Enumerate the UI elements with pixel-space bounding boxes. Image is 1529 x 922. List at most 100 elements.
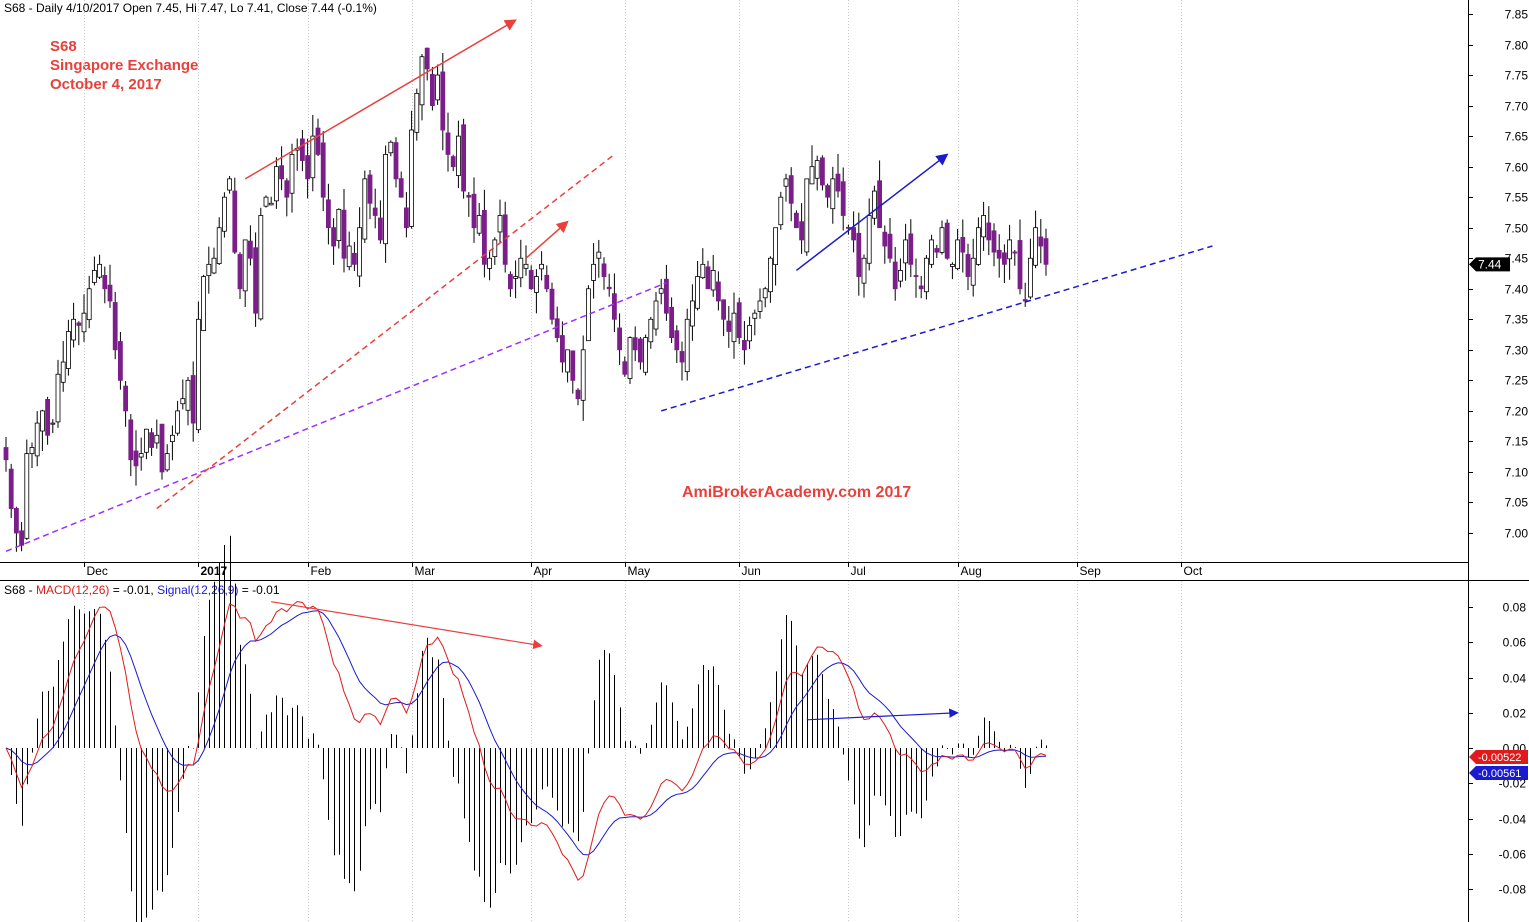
- candle-body-up: [242, 239, 248, 292]
- candle-body-up: [180, 398, 186, 405]
- price-y-tick-label: 7.25: [1505, 374, 1529, 388]
- macd-y-tick-label: 0.08: [1503, 601, 1527, 615]
- candle-body-up: [86, 288, 92, 321]
- x-tick-label: Apr: [534, 564, 553, 578]
- candle-body-up: [783, 178, 789, 187]
- candle-body-down: [638, 338, 643, 363]
- candle-body-down: [674, 330, 680, 351]
- x-tick-label: Sep: [1080, 564, 1102, 578]
- x-tick-label: Mar: [415, 564, 436, 578]
- price-y-tick-label: 7.55: [1505, 191, 1529, 205]
- annotation-ticker: S68: [50, 38, 77, 55]
- candle-body-up: [762, 288, 768, 299]
- candle-body-down: [736, 302, 742, 339]
- price-y-tick-label: 7.70: [1505, 100, 1529, 114]
- candle-body-up: [518, 257, 524, 279]
- candle-body-down: [632, 337, 638, 351]
- candle-body-up: [268, 202, 274, 206]
- candle-body-down: [440, 71, 446, 131]
- candle-body-up: [388, 141, 394, 154]
- signal-header-value: = -0.01: [238, 583, 280, 597]
- candle-body-down: [960, 237, 966, 253]
- candle-body-up: [872, 190, 877, 219]
- macd-y-tick-label: 0.06: [1503, 636, 1527, 650]
- candle-body-up: [455, 135, 461, 176]
- candle-body-up: [40, 410, 45, 432]
- candle-body-down: [1043, 238, 1049, 265]
- candle-body-up: [757, 300, 763, 312]
- candle-body-up: [903, 239, 908, 264]
- trend-line-support-purple: [5, 281, 667, 553]
- candle-body-down: [403, 207, 409, 229]
- candle-body-down: [617, 327, 622, 351]
- price-y-tick-label: 7.40: [1505, 283, 1529, 297]
- price-y-tick-label: 7.85: [1505, 8, 1529, 22]
- candle-body-down: [851, 227, 856, 241]
- price-y-tick-label: 7.10: [1505, 466, 1529, 480]
- candle-body-up: [752, 312, 758, 319]
- candle-body-down: [45, 399, 50, 436]
- candle-body-up: [346, 245, 352, 268]
- candle-body-up: [804, 178, 810, 253]
- macd-y-tick-label: 0.04: [1503, 672, 1527, 686]
- candle-body-down: [721, 299, 726, 320]
- candle-body-up: [81, 312, 87, 333]
- candle-body-down: [331, 227, 337, 247]
- candle-body-up: [830, 178, 836, 210]
- last-price-marker: [1469, 257, 1510, 272]
- trend-line-support-blue: [660, 245, 1213, 412]
- candle-body-up: [950, 263, 955, 267]
- candle-body-down: [882, 231, 888, 247]
- candle-body-up: [169, 434, 175, 443]
- candle-body-down: [118, 341, 123, 381]
- price-y-tick-label: 7.15: [1505, 435, 1529, 449]
- candle-body-down: [123, 385, 128, 412]
- price-y-tick-label: 7.75: [1505, 69, 1529, 83]
- candle-body-down: [1017, 240, 1023, 290]
- candle-body-up: [221, 196, 227, 232]
- macd-y-tick-label: -0.04: [1499, 813, 1527, 827]
- candle-body-down: [237, 254, 243, 290]
- candle-body-down: [471, 193, 477, 229]
- candle-body-up: [1028, 257, 1033, 298]
- candle-body-up: [60, 361, 66, 383]
- candle-body-down: [341, 209, 347, 259]
- x-tick-label: Jun: [742, 564, 761, 578]
- candle-body-up: [92, 270, 97, 283]
- trend-arrow-red-small: [525, 220, 569, 259]
- candle-body-up: [419, 56, 425, 106]
- candle-body-up: [201, 276, 207, 331]
- signal-header-name: Signal(12,26,9): [157, 583, 239, 597]
- candle-body-up: [34, 422, 40, 457]
- macd-value-label: -0.00522: [1478, 752, 1521, 764]
- price-y-tick-label: 7.05: [1505, 496, 1529, 510]
- candle-body-up: [695, 276, 700, 309]
- x-tick-label: Dec: [87, 564, 108, 578]
- macd-header-name: MACD(12,26): [36, 583, 110, 597]
- candle-body-down: [247, 240, 253, 259]
- candle-body-up: [211, 257, 217, 274]
- candle-body-down: [1038, 236, 1044, 247]
- candle-body-down: [159, 423, 165, 473]
- annotation-exchange: Singapore Exchange: [50, 57, 199, 74]
- candle-body-down: [393, 142, 399, 180]
- candle-body-up: [586, 288, 591, 342]
- candle-body-down: [19, 530, 25, 546]
- annotation-date: October 4, 2017: [50, 76, 162, 93]
- candle-body-down: [856, 232, 862, 277]
- candle-body-up: [534, 276, 539, 293]
- price-y-tick-label: 7.20: [1505, 405, 1529, 419]
- candle-body-up: [1007, 239, 1012, 260]
- candle-body-up: [383, 154, 389, 245]
- candle-body-down: [965, 254, 971, 277]
- candle-body-up: [497, 215, 503, 233]
- candle-body-up: [513, 276, 518, 279]
- candle-body-up: [929, 239, 934, 265]
- x-tick-label: Oct: [1184, 564, 1203, 578]
- candle-body-up: [539, 263, 544, 270]
- candle-body-up: [227, 178, 233, 191]
- candle-body-down: [601, 263, 607, 277]
- candle-body-up: [710, 270, 716, 291]
- candle-body-down: [133, 450, 139, 467]
- candle-body-down: [3, 447, 9, 461]
